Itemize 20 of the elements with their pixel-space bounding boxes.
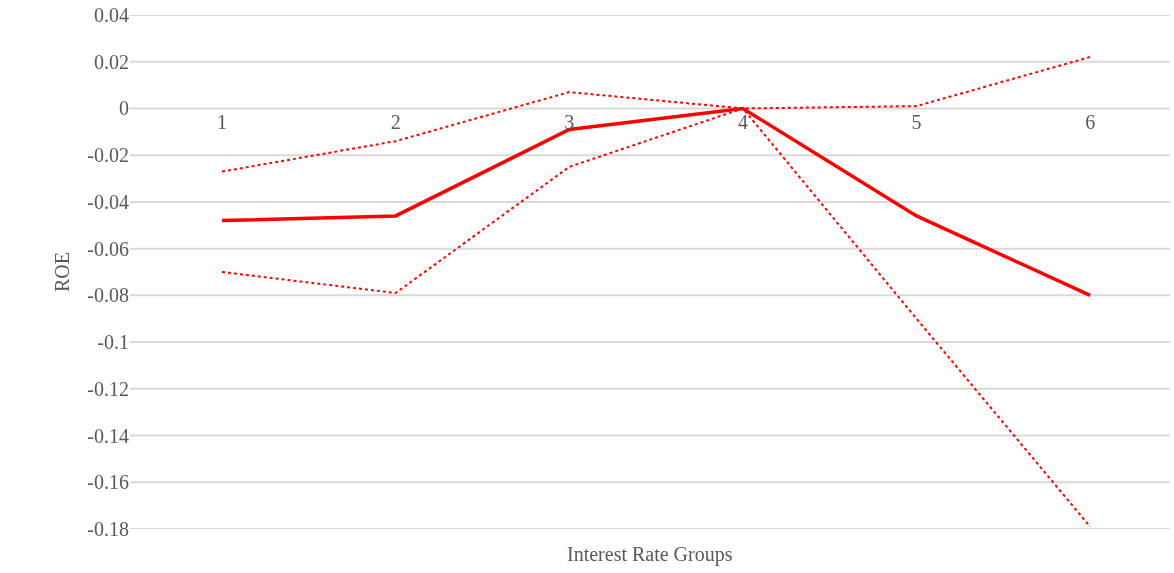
y-tick-label: -0.16 bbox=[87, 471, 129, 494]
x-tick-label: 5 bbox=[911, 111, 922, 134]
y-tick-label: -0.06 bbox=[87, 237, 129, 260]
y-tick-label: 0.02 bbox=[94, 50, 129, 73]
y-tick-label: -0.08 bbox=[87, 284, 129, 307]
y-tick-label: -0.04 bbox=[87, 190, 129, 213]
y-tick-label: -0.18 bbox=[87, 518, 129, 540]
y-tick-label: -0.14 bbox=[87, 424, 129, 447]
x-tick-label: 2 bbox=[390, 111, 401, 134]
x-tick-label: 4 bbox=[737, 111, 748, 134]
x-tick-label: 6 bbox=[1085, 111, 1096, 134]
y-axis-title: ROE bbox=[50, 252, 73, 292]
x-tick-label: 1 bbox=[217, 111, 228, 134]
y-tick-label: -0.12 bbox=[87, 377, 129, 400]
y-tick-label: 0.04 bbox=[94, 4, 129, 26]
x-tick-label: 3 bbox=[564, 111, 575, 134]
y-tick-label: -0.02 bbox=[87, 144, 129, 167]
x-axis-title: Interest Rate Groups bbox=[567, 543, 733, 566]
y-tick-label: -0.1 bbox=[97, 331, 129, 354]
y-tick-label: 0 bbox=[119, 97, 129, 120]
